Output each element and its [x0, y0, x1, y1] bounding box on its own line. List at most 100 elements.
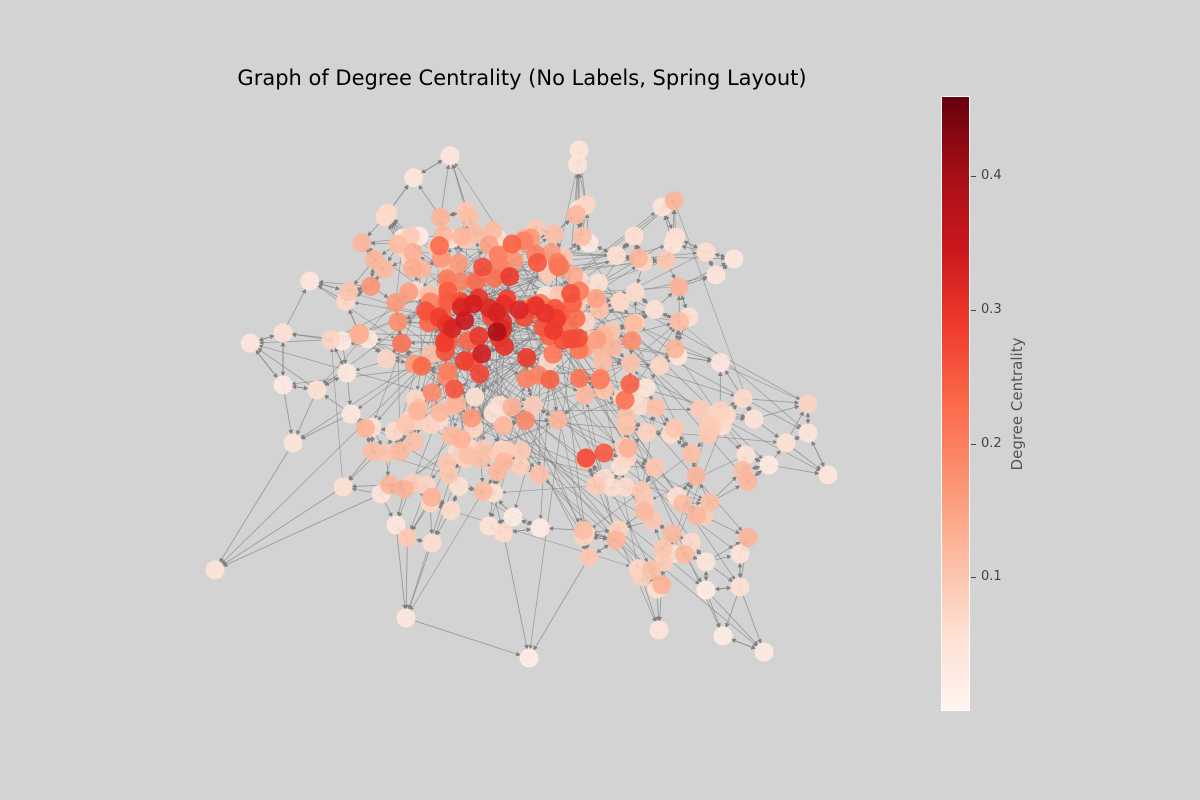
graph-edge	[388, 378, 580, 490]
colorbar-tick	[971, 577, 976, 579]
graph-node	[700, 492, 720, 512]
graph-node	[465, 387, 485, 407]
graph-node	[730, 544, 750, 564]
graph-node	[540, 370, 560, 390]
graph-node	[615, 477, 635, 497]
graph-node	[379, 475, 399, 495]
graph-node	[355, 418, 375, 438]
graph-node	[754, 642, 774, 662]
graph-node	[462, 408, 482, 428]
graph-node	[473, 481, 493, 501]
graph-node	[710, 353, 730, 373]
graph-node	[576, 448, 596, 468]
graph-node	[454, 351, 474, 371]
graph-node	[447, 394, 467, 414]
graph-node	[502, 397, 522, 417]
graph-node	[403, 258, 423, 278]
graph-node	[759, 455, 779, 475]
chart-title: Graph of Degree Centrality (No Labels, S…	[237, 66, 807, 90]
graph-node	[431, 207, 451, 227]
graph-node	[307, 380, 327, 400]
graph-node	[390, 441, 410, 461]
graph-node	[412, 356, 432, 376]
graph-node	[543, 320, 563, 340]
graph-node	[674, 544, 694, 564]
graph-node	[470, 449, 490, 469]
graph-node	[376, 349, 396, 369]
graph-edge	[545, 480, 652, 571]
graph-edge	[309, 280, 395, 339]
graph-node	[624, 226, 644, 246]
graph-node	[620, 374, 640, 394]
graph-node	[710, 400, 730, 420]
colorbar-tick	[971, 443, 976, 445]
graph-node	[487, 322, 507, 342]
graph-node	[500, 267, 520, 287]
graph-node	[438, 361, 458, 381]
graph-edge	[219, 442, 294, 563]
colorbar-label: Degree Centrality	[1008, 337, 1026, 471]
graph-node	[339, 282, 359, 302]
graph-edge	[374, 234, 444, 419]
graph-node	[575, 385, 595, 405]
graph-edge	[679, 321, 802, 428]
graph-node	[333, 477, 353, 497]
graph-node	[568, 155, 588, 175]
graph-node	[572, 226, 592, 246]
graph-node	[352, 233, 372, 253]
graph-node	[441, 501, 461, 521]
graph-node	[618, 438, 638, 458]
graph-node	[397, 528, 417, 548]
graph-node	[730, 577, 750, 597]
graph-node	[452, 429, 472, 449]
graph-node	[517, 348, 537, 368]
graph-node	[523, 395, 543, 415]
graph-node	[706, 265, 726, 285]
graph-node	[615, 390, 635, 410]
colorbar-tick-label: 0.1	[981, 569, 1002, 585]
graph-edge	[403, 537, 409, 610]
graph-edge	[705, 589, 759, 646]
graph-node	[273, 375, 293, 395]
graph-edge	[503, 532, 529, 650]
graph-node	[511, 456, 531, 476]
graph-node	[395, 415, 415, 435]
graph-node	[337, 363, 357, 383]
graph-node	[528, 253, 548, 273]
graph-node	[388, 234, 408, 254]
nodes-layer	[205, 140, 838, 668]
graph-node	[586, 289, 606, 309]
graph-node	[798, 394, 818, 414]
graph-node	[349, 323, 369, 343]
graph-node	[361, 276, 381, 296]
graph-node	[488, 245, 508, 265]
graph-node	[473, 257, 493, 277]
graph-node	[606, 530, 626, 550]
graph-node	[543, 344, 563, 364]
graph-node	[699, 425, 719, 445]
graph-node	[364, 250, 384, 270]
graph-edge	[506, 387, 525, 451]
colorbar-tick	[971, 176, 976, 178]
graph-node	[392, 333, 412, 353]
graph-edge	[408, 542, 433, 610]
graph-node	[341, 404, 361, 424]
graph-node	[422, 487, 442, 507]
graph-node	[644, 300, 664, 320]
graph-node	[682, 444, 702, 464]
graph-node	[394, 479, 414, 499]
graph-node	[733, 389, 753, 409]
graph-node	[452, 226, 472, 246]
graph-node	[632, 481, 652, 501]
graph-node	[479, 516, 499, 536]
graph-node	[646, 398, 666, 418]
graph-node	[561, 329, 581, 349]
graph-node	[300, 271, 320, 291]
graph-node	[404, 168, 424, 188]
graph-node	[470, 364, 490, 384]
graph-node	[606, 246, 626, 266]
graph-node	[628, 248, 648, 268]
graph-node	[448, 253, 468, 273]
graph-node	[569, 140, 589, 160]
graph-node	[587, 330, 607, 350]
